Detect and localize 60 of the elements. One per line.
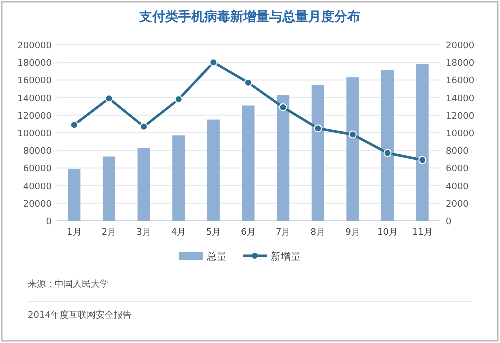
point (279, 103, 288, 112)
bar (382, 70, 394, 221)
x-tick-label: 11月 (412, 228, 433, 238)
y2-tick-label: 20000 (446, 42, 475, 52)
point (384, 149, 392, 158)
y-tick-label: 40000 (23, 182, 52, 192)
point (314, 124, 322, 133)
y2-tick-label: 8000 (446, 147, 470, 158)
y-tick-label: 80000 (23, 147, 52, 158)
y-tick-label: 180000 (18, 59, 52, 70)
x-tick-label: 9月 (346, 228, 360, 238)
y-tick-label: 60000 (23, 164, 52, 175)
point (418, 156, 427, 164)
point (244, 78, 252, 87)
y2-tick-label: 12000 (446, 112, 475, 122)
bar (277, 95, 290, 221)
legend-label: 总量 (206, 251, 227, 263)
bar (138, 148, 150, 221)
x-tick-label: 7月 (276, 228, 291, 238)
bar (346, 78, 360, 221)
point (105, 94, 114, 103)
y-tick-label: 140000 (18, 94, 52, 104)
y-tick-label: 200000 (18, 42, 52, 52)
y2-tick-label: 16000 (446, 76, 475, 87)
y2-tick-label: 18000 (446, 59, 475, 70)
point (348, 130, 357, 139)
y-tick-label: 0 (46, 218, 52, 228)
bar (102, 156, 116, 221)
x-tick-label: 5月 (206, 228, 222, 238)
y-tick-label: 160000 (18, 76, 52, 87)
title: 支付类手机病毒新增量与总量月度分布 (140, 10, 360, 25)
point (140, 122, 148, 131)
x-tick-label: 6月 (241, 228, 256, 238)
y2-tick-label: 4000 (446, 182, 470, 192)
legend-label: 新增量 (271, 251, 301, 263)
x-tick-label: 4月 (171, 228, 186, 238)
x-tick-label: 10月 (378, 228, 398, 238)
y2-tick-label: 6000 (446, 164, 470, 175)
y-tick-label: 20000 (23, 200, 52, 210)
bar (172, 136, 186, 221)
source-note: 来源：中国人民大学 (28, 279, 109, 290)
x-tick-label: 3月 (136, 228, 152, 238)
y2-tick-label: 0 (446, 218, 452, 228)
x-tick-label: 2月 (102, 228, 117, 238)
text: 2014年度互联网安全报告 (28, 310, 132, 321)
y2-tick-label: 10000 (446, 130, 475, 140)
point (210, 58, 218, 67)
bar (312, 85, 324, 221)
y-tick-label: 100000 (18, 130, 52, 140)
bar (68, 169, 81, 221)
point (174, 96, 183, 104)
x-tick-label: 1月 (67, 228, 82, 238)
y2-tick-label: 14000 (446, 94, 475, 104)
bar (416, 64, 429, 221)
bar (207, 120, 220, 221)
y-tick-label: 120000 (18, 112, 52, 122)
point (70, 121, 78, 130)
y2-tick-label: 2000 (446, 200, 470, 210)
x-tick-label: 8月 (310, 228, 326, 238)
bar (242, 106, 255, 221)
